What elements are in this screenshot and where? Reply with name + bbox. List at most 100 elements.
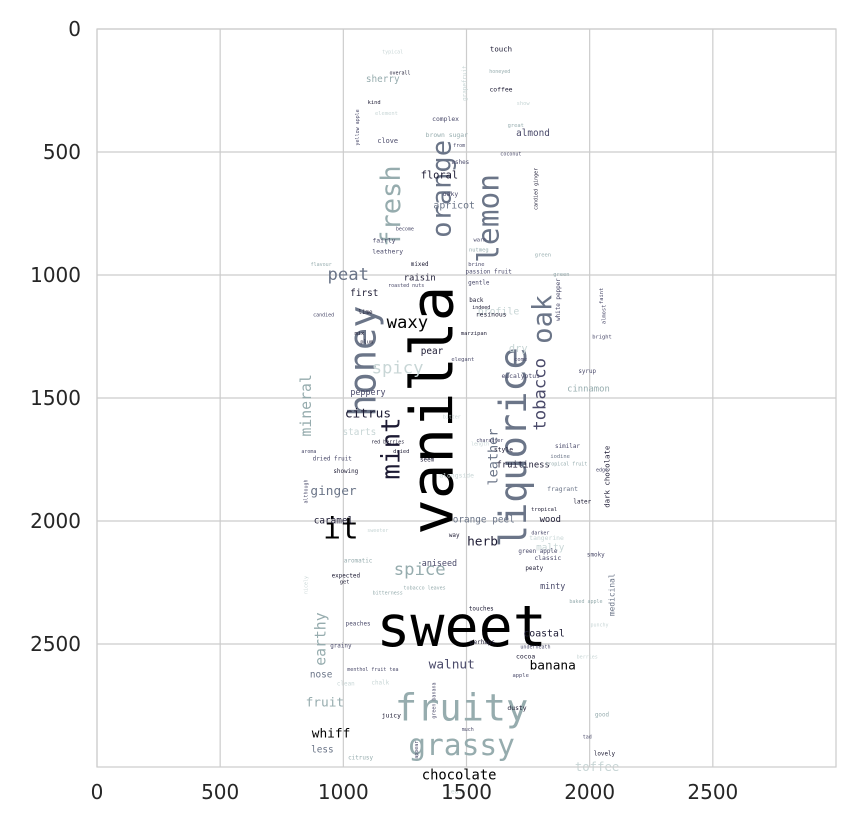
word-cloud-word: gentle — [468, 281, 490, 287]
word-cloud-word: fairly — [372, 237, 395, 245]
word-cloud-word: elegant — [451, 357, 474, 363]
word-cloud-word: come — [514, 357, 527, 363]
word-cloud-word: coastal — [523, 629, 565, 640]
word-cloud-word: get — [340, 580, 350, 586]
word-cloud-word: dried — [393, 449, 409, 455]
word-cloud-word: it — [323, 511, 359, 545]
word-cloud-word: whiff — [312, 726, 351, 741]
x-tick-label: 500 — [201, 780, 239, 804]
y-tick-label: 2500 — [30, 632, 81, 656]
word-cloud-word: clean — [337, 682, 355, 688]
y-tick-label: 1500 — [30, 386, 81, 410]
word-cloud-word: malty — [536, 543, 565, 554]
word-cloud-word: spice — [394, 560, 446, 580]
word-cloud-word: honey — [342, 305, 385, 416]
word-cloud-word: flavour — [311, 262, 332, 268]
word-cloud-word: way — [449, 533, 460, 539]
word-cloud-word: brine — [468, 262, 484, 268]
word-cloud-word: show — [517, 101, 531, 107]
word-cloud-word: from — [453, 143, 465, 149]
word-cloud-word: peat — [328, 265, 370, 285]
word-cloud-word: chocolate — [422, 768, 497, 784]
word-cloud-word: complex — [432, 115, 459, 123]
word-cloud-word: aromatic — [344, 559, 373, 565]
word-cloud-word: expected — [332, 573, 360, 579]
word-cloud-word: great — [508, 123, 524, 129]
word-cloud-word: lemon — [472, 174, 506, 263]
word-cloud-word: caramel — [314, 516, 353, 527]
word-cloud-word: tobacco — [530, 358, 550, 431]
word-cloud-word: tropical fruit — [545, 461, 587, 467]
y-tick-label: 2000 — [30, 509, 81, 533]
word-cloud-word: profile — [478, 306, 520, 317]
word-cloud-word: peaty — [525, 566, 543, 572]
word-cloud-word: medicinal — [607, 573, 616, 616]
word-cloud-word: minty — [540, 581, 565, 591]
word-cloud-word: nutmeg — [469, 247, 489, 253]
word-cloud-word: style — [494, 446, 513, 454]
word-cloud-word: fragrant — [547, 485, 578, 493]
word-cloud-word: ashes — [451, 160, 469, 166]
word-cloud-word: dried fruit — [313, 457, 352, 463]
y-tick-label: 0 — [68, 17, 81, 41]
word-cloud-word: oak — [527, 295, 558, 344]
word-cloud-word: floral — [421, 169, 458, 181]
word-cloud-word: tobacco leaves — [404, 586, 446, 592]
word-cloud-word: resinous — [476, 310, 507, 318]
word-cloud-word: tangerine — [529, 534, 564, 542]
word-cloud-word: faint — [599, 288, 605, 304]
x-tick-label: 2000 — [564, 780, 615, 804]
word-cloud-word: smoky — [587, 552, 605, 558]
word-cloud-word: leather — [486, 429, 502, 486]
word-cloud-word: citrusy — [348, 755, 373, 761]
word-cloud-word: touch — [490, 45, 512, 54]
word-cloud-word: showing — [333, 469, 358, 475]
x-tick-label: 1000 — [318, 780, 369, 804]
word-cloud-word: grapefruit — [462, 65, 468, 101]
word-cloud-word: tropical — [531, 507, 557, 513]
word-cloud-word: eucalyptus — [501, 372, 540, 380]
word-cloud-word: warm — [474, 238, 487, 244]
word-cloud-word: dusty — [507, 704, 526, 712]
word-cloud-word: roasted nuts — [388, 283, 424, 289]
word-cloud-word: candied — [313, 313, 334, 319]
word-cloud-word: citrus — [345, 406, 391, 421]
word-cloud-word: ginger — [310, 484, 357, 499]
word-cloud-word: red berries — [371, 439, 404, 445]
y-axis: 0 500 1000 1500 2000 2500 — [30, 17, 81, 656]
word-cloud-word: almost — [601, 305, 607, 325]
y-tick-label: 500 — [43, 140, 81, 164]
word-cloud-word: waxy — [387, 313, 429, 333]
word-cloud-word: almond — [516, 128, 550, 139]
word-cloud-word: coffee — [489, 85, 512, 93]
word-cloud-word: character — [476, 438, 503, 444]
word-cloud-word: bright — [592, 335, 612, 341]
word-cloud-word: less — [311, 744, 334, 755]
word-cloud-word: herb — [467, 534, 498, 549]
word-cloud-word: nicely — [303, 576, 309, 594]
word-cloud-word: menthol fruit tea — [347, 667, 398, 673]
word-cloud-word: plum — [360, 340, 373, 346]
word-cloud-word: touches — [469, 607, 494, 613]
word-cloud-word: liquorice — [492, 347, 535, 547]
word-cloud-word: darker — [531, 530, 549, 536]
word-cloud-word: later — [573, 500, 591, 506]
word-cloud-word: berries — [577, 655, 598, 661]
word-cloud-word: banana — [530, 659, 576, 674]
word-cloud-word: typical — [382, 49, 403, 55]
word-cloud-word: pear — [421, 346, 444, 357]
word-cloud-word: passion fruit — [466, 270, 512, 276]
plot-frame — [96, 28, 837, 768]
word-cloud-word: orange — [426, 140, 457, 238]
word-cloud-word: nose — [310, 669, 333, 680]
y-tick-label: 1000 — [30, 263, 81, 287]
word-cloud-word: marzipan — [461, 331, 487, 337]
word-cloud-word: first — [350, 288, 378, 299]
word-cloud-word: cocoa — [516, 652, 535, 660]
word-cloud-word: indeed — [472, 305, 490, 311]
word-cloud-word: mixed — [411, 262, 429, 268]
word-cloud-word: mix — [354, 331, 365, 337]
word-cloud-word: honeyed — [489, 69, 510, 75]
